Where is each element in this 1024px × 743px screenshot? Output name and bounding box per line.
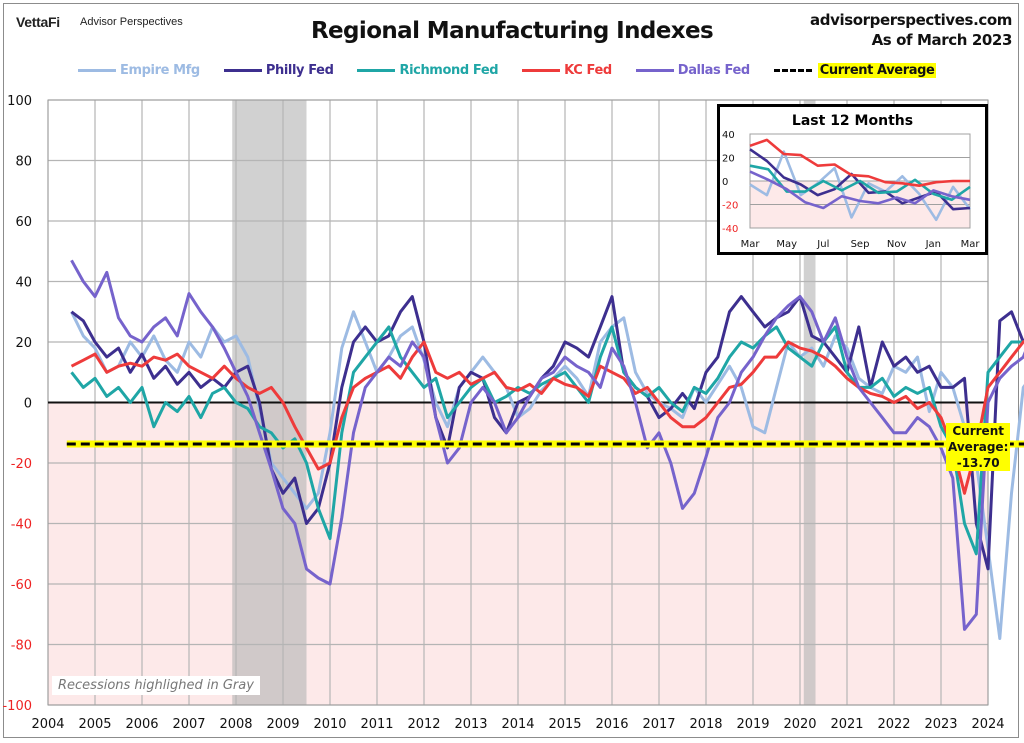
x-tick-label: 2004	[31, 717, 64, 732]
legend-item-average: Current Average	[773, 63, 937, 78]
x-tick-label: 2015	[548, 717, 581, 732]
legend: Empire Mfg Philly Fed Richmond Fed KC Fe…	[78, 63, 960, 78]
x-tick-label: 2016	[595, 717, 628, 732]
legend-item-kc: KC Fed	[522, 63, 612, 78]
chart-frame	[3, 3, 1019, 738]
inset-series-line-richmond-fed	[749, 164, 971, 202]
y-tick-label: 40	[15, 276, 32, 291]
x-tick-label: 2007	[172, 717, 205, 732]
inset-y-tick-label: -20	[722, 201, 738, 212]
y-tick-label: 20	[15, 336, 32, 351]
legend-item-empire: Empire Mfg	[78, 63, 200, 78]
x-tick-label: 2011	[360, 717, 393, 732]
x-tick-label: 2018	[689, 717, 722, 732]
x-tick-label: 2024	[971, 717, 1004, 732]
inset-series-line-kc-fed	[749, 138, 970, 187]
current-average-label: Current Average: -13.70	[946, 423, 1011, 471]
inset-x-tick-label: Mar	[741, 239, 761, 250]
y-tick-label: -100	[2, 699, 32, 714]
x-tick-label: 2009	[266, 717, 299, 732]
series-line-kc-fed	[70, 339, 1024, 495]
legend-swatch-dashed	[773, 69, 812, 72]
legend-item-dallas: Dallas Fed	[635, 63, 750, 78]
legend-swatch	[78, 69, 116, 72]
legend-swatch	[522, 69, 561, 72]
x-tick-label: 2008	[219, 717, 252, 732]
y-tick-label: -20	[11, 457, 32, 472]
x-tick-label: 2019	[736, 717, 769, 732]
y-tick-label: 60	[15, 215, 32, 230]
y-tick-label: 80	[15, 155, 32, 170]
inset-y-tick-label: -40	[722, 224, 738, 235]
inset-series-line-dallas-fed	[749, 170, 971, 210]
x-tick-label: 2017	[642, 717, 675, 732]
inset-x-tick-label: Nov	[887, 239, 907, 250]
avg-label-value: -13.70	[956, 456, 1000, 470]
avg-label-line2: Average:	[948, 440, 1009, 454]
inset-chart: Last 12 Months 40 20 0 -20 -40 Mar May Jul Sep No…	[717, 104, 988, 255]
legend-swatch	[635, 69, 674, 72]
x-tick-label: 2005	[78, 717, 111, 732]
as-of-date: As of March 2023	[871, 31, 1013, 49]
legend-label: Richmond Fed	[399, 63, 499, 78]
inset-y-tick-label: 20	[722, 154, 735, 165]
x-tick-label: 2022	[877, 717, 910, 732]
avg-label-line1: Current	[952, 424, 1004, 438]
chart-title: Regional Manufacturing Indexes	[310, 18, 714, 44]
y-tick-label: -80	[11, 639, 32, 654]
legend-label: Philly Fed	[265, 63, 334, 78]
legend-label: Empire Mfg	[120, 63, 200, 78]
x-tick-label: 2010	[313, 717, 346, 732]
brand-subtitle: Advisor Perspectives	[80, 16, 183, 28]
inset-x-tick-label: Sep	[851, 239, 870, 250]
x-tick-label: 2023	[924, 717, 957, 732]
inset-title: Last 12 Months	[791, 113, 914, 129]
x-tick-label: 2006	[125, 717, 158, 732]
inset-x-tick-label: Mar	[961, 239, 981, 250]
x-tick-label: 2012	[407, 717, 440, 732]
legend-label: Dallas Fed	[677, 63, 750, 78]
x-tick-label: 2013	[454, 717, 487, 732]
inset-y-tick-label: 40	[722, 130, 735, 141]
x-tick-label: 2021	[830, 717, 863, 732]
y-tick-label: 0	[24, 397, 32, 412]
y-tick-label: -60	[11, 578, 32, 593]
legend-swatch	[223, 69, 262, 72]
inset-y-tick-label: 0	[722, 177, 728, 188]
site-url: advisorperspectives.com	[810, 11, 1012, 29]
x-tick-label: 2014	[501, 717, 534, 732]
y-tick-label: 100	[7, 94, 32, 109]
legend-swatch	[357, 69, 396, 72]
y-tick-label: -40	[11, 518, 32, 533]
legend-label: KC Fed	[564, 63, 612, 78]
legend-label: Current Average	[817, 63, 937, 78]
legend-item-richmond: Richmond Fed	[357, 63, 499, 78]
legend-item-philly: Philly Fed	[223, 63, 334, 78]
site-info: advisorperspectives.com As of March 2023	[810, 10, 1012, 50]
brand-logo: VettaFi	[16, 14, 60, 30]
inset-x-tick-label: May	[776, 239, 797, 250]
inset-x-tick-label: Jan	[925, 239, 941, 250]
recession-note: Recessions highlighed in Gray	[52, 676, 260, 695]
series-line-richmond-fed	[70, 325, 1024, 556]
inset-x-tick-label: Jul	[816, 239, 829, 250]
x-tick-label: 2020	[783, 717, 816, 732]
